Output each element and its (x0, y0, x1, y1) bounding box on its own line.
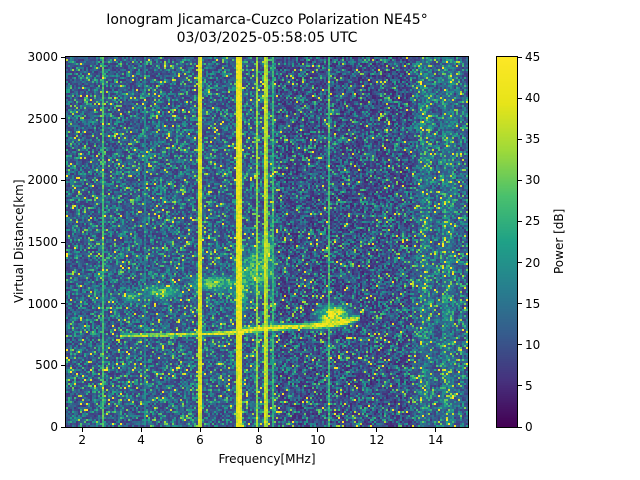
y-tick-mark (61, 179, 65, 181)
colorbar-tick-mark (518, 262, 522, 264)
x-tick-label: 8 (255, 433, 263, 447)
x-tick-mark (435, 428, 437, 432)
chart-title: Ionogram Jicamarca-Cuzco Polarization NE… (66, 11, 468, 47)
colorbar-tick-mark (518, 344, 522, 346)
y-tick-mark (61, 56, 65, 58)
x-tick-mark (376, 428, 378, 432)
x-tick-label: 12 (369, 433, 385, 447)
plot-area (65, 56, 469, 428)
colorbar-tick-label: 5 (525, 378, 533, 393)
y-tick-mark (61, 241, 65, 243)
colorbar-tick-label: 25 (525, 214, 541, 229)
colorbar (496, 56, 518, 428)
y-tick-mark (61, 303, 65, 305)
y-tick-mark (61, 364, 65, 366)
colorbar-tick-label: 30 (525, 173, 541, 188)
y-tick-label: 2500 (27, 111, 58, 126)
colorbar-tick-label: 40 (525, 91, 541, 106)
colorbar-label: Power [dB] (552, 208, 566, 274)
colorbar-tick-label: 0 (525, 420, 533, 434)
chart-title-line1: Ionogram Jicamarca-Cuzco Polarization NE… (106, 12, 428, 28)
x-tick-mark (140, 428, 142, 432)
colorbar-tick-mark (518, 138, 522, 140)
colorbar-tick-label: 20 (525, 255, 541, 270)
y-tick-mark (61, 426, 65, 428)
y-tick-label: 0 (50, 420, 58, 434)
colorbar-gradient-canvas (497, 57, 517, 427)
ionogram-heatmap-canvas (66, 57, 468, 427)
y-tick-label: 2000 (27, 173, 58, 188)
y-tick-mark (61, 118, 65, 120)
colorbar-tick-mark (518, 56, 522, 58)
x-axis-label: Frequency[MHz] (218, 452, 316, 466)
colorbar-tick-mark (518, 385, 522, 387)
x-tick-label: 4 (137, 433, 145, 447)
colorbar-tick-label: 45 (525, 50, 541, 64)
x-tick-label: 10 (310, 433, 326, 447)
x-tick-label: 2 (78, 433, 87, 447)
x-tick-mark (81, 428, 83, 432)
colorbar-tick-mark (518, 303, 522, 305)
colorbar-tick-label: 35 (525, 132, 541, 147)
colorbar-tick-mark (518, 220, 522, 222)
x-tick-mark (199, 428, 201, 432)
y-tick-label: 1000 (27, 296, 58, 311)
y-tick-label: 3000 (27, 50, 58, 64)
x-tick-mark (317, 428, 319, 432)
chart-title-line2: 03/03/2025-05:58:05 UTC (176, 30, 358, 47)
colorbar-tick-mark (518, 179, 522, 181)
colorbar-tick-label: 15 (525, 296, 541, 311)
y-tick-label: 500 (35, 358, 58, 373)
x-tick-label: 14 (427, 433, 444, 447)
x-tick-label: 6 (196, 433, 204, 447)
x-tick-mark (258, 428, 260, 432)
y-tick-label: 1500 (27, 235, 58, 249)
colorbar-tick-mark (518, 97, 522, 99)
colorbar-tick-mark (518, 426, 522, 428)
colorbar-tick-label: 10 (525, 337, 541, 352)
